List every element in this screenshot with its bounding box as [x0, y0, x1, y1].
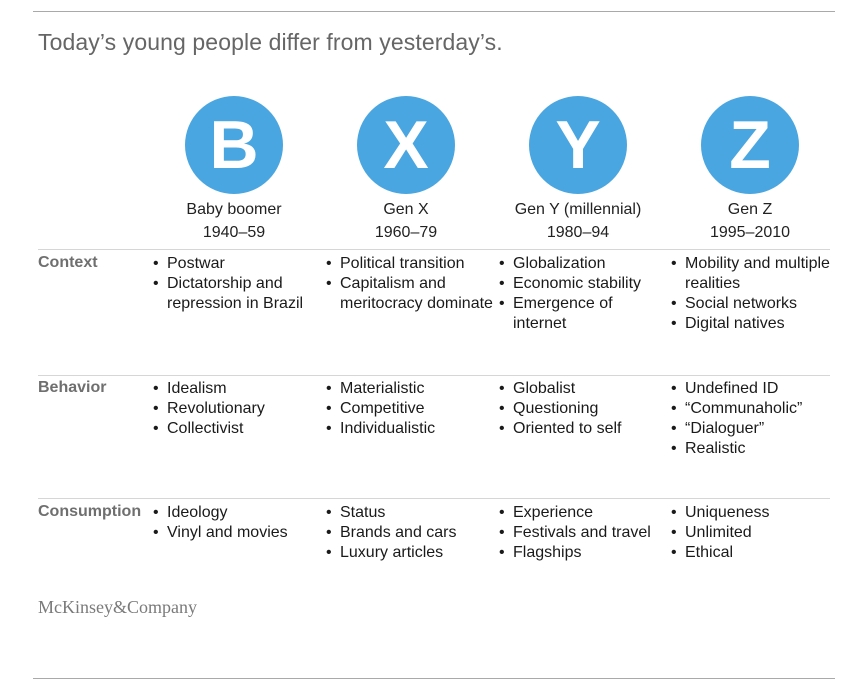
- behavior-cell-gen-x: Materialistic Competitive Individualisti…: [326, 379, 494, 439]
- list-item: Mobility and multiple realities: [671, 254, 839, 294]
- list-item: Social networks: [671, 294, 839, 314]
- list-item: Flagships: [499, 543, 667, 563]
- context-cell-gen-x: Political transition Capitalism and meri…: [326, 254, 494, 314]
- consumption-cell-gen-x: Status Brands and cars Luxury articles: [326, 503, 494, 563]
- generation-letter-circle: Y: [529, 96, 627, 194]
- list-item: “Communaholic”: [671, 399, 839, 419]
- list-item: Globalization: [499, 254, 667, 274]
- generation-column-header: Z Gen Z 1995–2010: [664, 96, 836, 242]
- list-item: Luxury articles: [326, 543, 494, 563]
- context-cell-gen-z: Mobility and multiple realities Social n…: [671, 254, 839, 334]
- row-label-behavior: Behavior: [38, 379, 107, 396]
- generation-column-header: X Gen X 1960–79: [320, 96, 492, 242]
- list-item: Status: [326, 503, 494, 523]
- list-item: Emergence of internet: [499, 294, 667, 334]
- generation-name: Baby boomer: [186, 201, 282, 218]
- generation-letter-circle: X: [357, 96, 455, 194]
- list-item: Uniqueness: [671, 503, 839, 523]
- consumption-cell-gen-z: Uniqueness Unlimited Ethical: [671, 503, 839, 563]
- row-label-context: Context: [38, 254, 98, 271]
- list-item: Unlimited: [671, 523, 839, 543]
- generation-column-header: Y Gen Y (millennial) 1980–94: [492, 96, 664, 242]
- consumption-cell-gen-y: Experience Festivals and travel Flagship…: [499, 503, 667, 563]
- behavior-cell-gen-z: Undefined ID “Communaholic” “Dialoguer” …: [671, 379, 839, 459]
- list-item: Digital natives: [671, 314, 839, 334]
- generation-years: 1980–94: [546, 224, 610, 241]
- row-divider: [38, 375, 830, 376]
- list-item: Individualistic: [326, 419, 494, 439]
- generation-name: Gen X: [383, 201, 429, 218]
- list-item: Vinyl and movies: [153, 523, 321, 543]
- list-item: Idealism: [153, 379, 321, 399]
- list-item: Ideology: [153, 503, 321, 523]
- behavior-cell-baby-boomer: Idealism Revolutionary Collectivist: [153, 379, 321, 439]
- list-item: Collectivist: [153, 419, 321, 439]
- consumption-cell-baby-boomer: Ideology Vinyl and movies: [153, 503, 321, 543]
- context-cell-baby-boomer: Postwar Dictatorship and repression in B…: [153, 254, 321, 314]
- generation-years: 1940–59: [202, 224, 266, 241]
- list-item: Undefined ID: [671, 379, 839, 399]
- list-item: Realistic: [671, 439, 839, 459]
- row-divider: [38, 498, 830, 499]
- generation-letter-circle: B: [185, 96, 283, 194]
- list-item: Economic stability: [499, 274, 667, 294]
- generation-name: Gen Y (millennial): [514, 201, 642, 218]
- generation-years: 1960–79: [374, 224, 438, 241]
- list-item: Festivals and travel: [499, 523, 667, 543]
- behavior-cell-gen-y: Globalist Questioning Oriented to self: [499, 379, 667, 439]
- generation-name: Gen Z: [727, 201, 773, 218]
- row-divider: [38, 249, 830, 250]
- generation-letter-circle: Z: [701, 96, 799, 194]
- page-title: Today’s young people differ from yesterd…: [38, 29, 503, 55]
- list-item: Dictatorship and repression in Brazil: [153, 274, 321, 314]
- mckinsey-logo: McKinsey&Company: [38, 597, 197, 617]
- list-item: Materialistic: [326, 379, 494, 399]
- list-item: Oriented to self: [499, 419, 667, 439]
- list-item: Questioning: [499, 399, 667, 419]
- list-item: Revolutionary: [153, 399, 321, 419]
- list-item: Political transition: [326, 254, 494, 274]
- list-item: Ethical: [671, 543, 839, 563]
- list-item: Competitive: [326, 399, 494, 419]
- list-item: Brands and cars: [326, 523, 494, 543]
- bottom-rule: [33, 678, 835, 679]
- row-label-consumption: Consumption: [38, 503, 142, 520]
- list-item: Experience: [499, 503, 667, 523]
- generation-years: 1995–2010: [709, 224, 791, 241]
- list-item: “Dialoguer”: [671, 419, 839, 439]
- list-item: Postwar: [153, 254, 321, 274]
- generation-column-header: B Baby boomer 1940–59: [148, 96, 320, 242]
- context-cell-gen-y: Globalization Economic stability Emergen…: [499, 254, 667, 334]
- list-item: Globalist: [499, 379, 667, 399]
- top-rule: [33, 11, 835, 12]
- list-item: Capitalism and meritocracy dominate: [326, 274, 494, 314]
